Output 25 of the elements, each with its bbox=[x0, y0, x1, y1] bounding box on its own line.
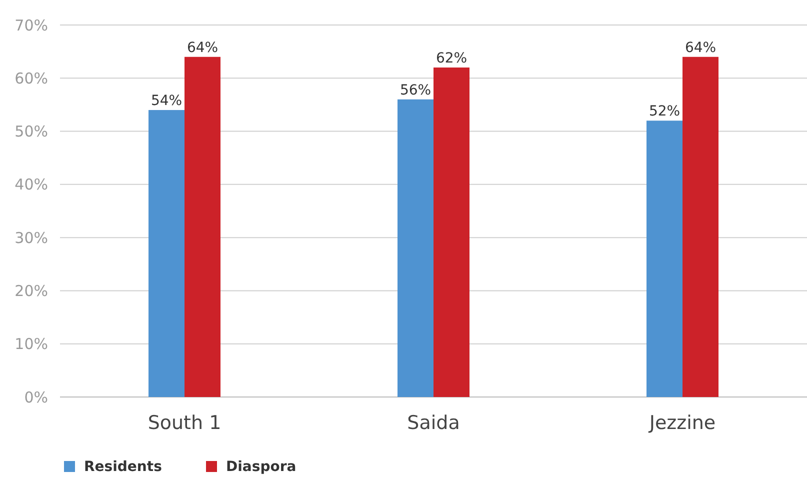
data-label: 64% bbox=[186, 40, 218, 56]
y-tick-label: 20% bbox=[14, 282, 48, 300]
y-tick-label: 0% bbox=[24, 388, 48, 406]
x-tick-label: Jezzine bbox=[648, 412, 716, 434]
data-label: 52% bbox=[648, 104, 680, 120]
bar bbox=[148, 110, 184, 397]
data-label: 54% bbox=[150, 93, 182, 110]
data-label: 56% bbox=[400, 82, 432, 98]
legend-label: Residents bbox=[84, 459, 162, 475]
data-label: 64% bbox=[684, 40, 716, 56]
data-label: 62% bbox=[436, 50, 468, 67]
y-tick-label: 40% bbox=[14, 176, 48, 194]
bar bbox=[682, 56, 718, 397]
bar bbox=[184, 56, 220, 397]
y-tick-label: 50% bbox=[14, 122, 48, 141]
bar bbox=[646, 120, 682, 397]
y-tick-label: 60% bbox=[14, 69, 48, 88]
legend-label: Diaspora bbox=[226, 459, 296, 475]
bar bbox=[398, 99, 434, 397]
y-tick-label: 70% bbox=[14, 16, 48, 34]
bar bbox=[434, 68, 470, 397]
x-tick-label: Saida bbox=[407, 412, 460, 434]
y-tick-label: 30% bbox=[14, 228, 48, 247]
y-tick-label: 10% bbox=[14, 335, 48, 354]
x-tick-label: South 1 bbox=[148, 412, 222, 434]
